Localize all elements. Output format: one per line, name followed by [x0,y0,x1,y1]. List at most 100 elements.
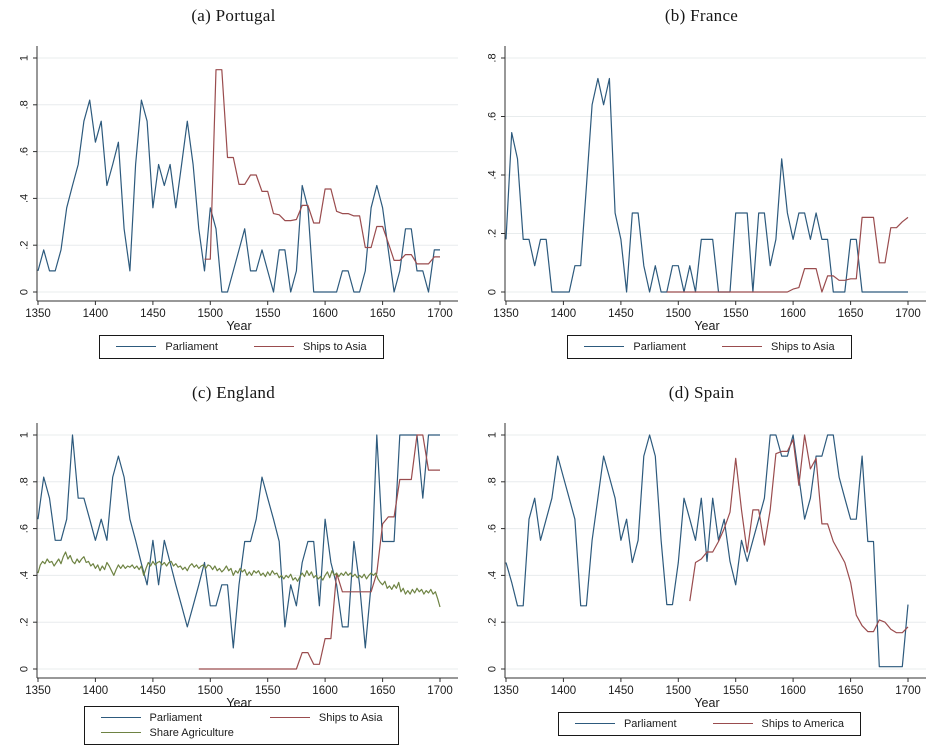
x-axis-title: Year [694,319,719,332]
chart-canvas-spain: 0 .2 .4 .6 .8 1 1350 1400 1450 1500 1550 1600 1650 17… [487,423,926,709]
y-tick-label: .2 [19,618,31,627]
series-parliament [505,77,908,293]
panel-england: (c) England 0 .2 .4 .6 .8 1 1350 1400 1450 1500 15… [0,377,467,753]
legend-england: Parliament Ships to Asia Share Agriculture [16,705,467,745]
y-tick-label: .8 [19,477,31,486]
y-tick-label: .4 [19,571,31,580]
x-tick-label: 1650 [370,685,396,697]
x-tick-label: 1350 [25,308,51,320]
y-tick-label: .2 [487,229,499,238]
x-tick-label: 1600 [312,685,338,697]
x-tick-label: 1650 [838,685,864,697]
legend-item-share-agriculture: Share Agriculture [100,727,234,739]
y-tick-label: .8 [487,477,499,486]
legend-line-swatch-parliament [116,346,157,347]
y-tick-label: 1 [19,55,31,61]
legend-box-portugal: Parliament Ships to Asia [99,334,384,359]
panel-portugal: (a) Portugal 0 .2 .4 .6 .8 1 1350 1400 1450 1500 1… [0,0,467,376]
x-tick-label: 1400 [83,685,109,697]
y-tick-label: .6 [487,524,499,533]
series-parliament [505,434,909,668]
legend-line-swatch-ships-to-asia [269,717,310,718]
legend-label-ships-to-america: Ships to America [761,717,845,730]
series-parliament [37,434,440,649]
series-parliament [37,99,440,293]
series-ships-to-asia [204,69,440,265]
legend-line-swatch-parliament [574,723,615,724]
x-tick-label: 1500 [666,308,692,320]
gridlines [505,57,926,293]
x-tick-label: 1400 [551,308,577,320]
x-tick-label: 1550 [255,685,281,697]
x-tick-label: 1450 [608,308,634,320]
gridlines [505,434,926,670]
x-tick-label: 1600 [780,308,806,320]
legend-line-swatch-ships-to-asia [253,346,294,347]
x-tick-label: 1550 [255,308,281,320]
legend-item-ships-to-america: Ships to America [712,717,845,730]
x-tick-label: 1350 [493,308,519,320]
legend-france: Parliament Ships to Asia [484,334,935,359]
panel-spain: (d) Spain 0 .2 .4 .6 .8 1 1350 1400 1450 1500 1550… [468,377,935,753]
legend-item-parliament: Parliament [574,717,677,730]
y-tick-label: .4 [487,170,499,179]
legend-item-ships-to-asia: Ships to Asia [253,341,367,353]
x-axis-title: Year [694,696,719,709]
y-tick-label: .4 [487,571,499,580]
legend-label-ships-to-asia: Ships to Asia [770,340,835,353]
legend-line-swatch-parliament [100,717,141,718]
y-tick-label: .8 [487,53,499,62]
legend-label-parliament: Parliament [623,717,677,730]
x-tick-label: 1700 [427,308,453,320]
y-tick-label: 0 [19,666,31,672]
series-share-agriculture [37,551,441,608]
legend-box-spain: Parliament Ships to America [557,711,862,736]
legend-label-parliament: Parliament [165,340,218,353]
legend-portugal: Parliament Ships to Asia [16,334,467,359]
panel-france: (b) France 0 .2 .4 .6 .8 1350 1400 1450 1500 1550… [468,0,935,376]
legend-item-ships-to-asia: Ships to Asia [269,712,382,724]
y-tick-label: .2 [19,241,31,250]
legend-item-parliament: Parliament [584,341,686,353]
x-tick-label: 1600 [780,685,806,697]
x-tick-label: 1700 [895,308,921,320]
gridlines [37,434,458,670]
x-tick-label: 1700 [427,685,453,697]
y-tick-label: 0 [487,289,499,295]
legend-label-parliament: Parliament [149,711,203,724]
legend-line-swatch-ships-to-america [712,723,753,724]
y-tick-label: .6 [19,524,31,533]
x-tick-label: 1350 [25,685,51,697]
y-tick-label: 1 [487,432,499,438]
legend-item-parliament: Parliament [100,711,234,724]
x-tick-label: 1400 [83,308,109,320]
legend-line-swatch-share-agriculture [100,732,141,733]
legend-item-parliament: Parliament [116,341,218,353]
x-tick-label: 1500 [198,685,224,697]
series-ships-to-america [689,434,909,634]
chart-canvas-england: 0 .2 .4 .6 .8 1 1350 1400 1450 1500 1550 1600 1650 17… [19,423,458,709]
x-tick-label: 1600 [312,308,338,320]
y-tick-label: 1 [19,432,31,438]
legend-label-parliament: Parliament [633,340,686,353]
chart-canvas-portugal: 0 .2 .4 .6 .8 1 1350 1400 1450 1500 1550 1600 1650 17… [19,46,458,332]
legend-line-swatch-ships-to-asia [721,346,762,347]
chart-canvas-france: 0 .2 .4 .6 .8 1350 1400 1450 1500 1550 1600 1650 170… [487,46,926,332]
x-tick-label: 1450 [608,685,634,697]
x-tick-label: 1350 [493,685,519,697]
y-tick-label: .6 [487,112,499,121]
series-ships-to-asia [666,216,909,293]
x-tick-label: 1400 [551,685,577,697]
gridlines [37,57,458,293]
legend-box-france: Parliament Ships to Asia [567,334,852,359]
y-tick-label: .2 [487,618,499,627]
panel-title-france: (b) France [664,6,739,25]
y-tick-label: 0 [487,666,499,672]
x-tick-label: 1550 [723,685,749,697]
legend-line-swatch-parliament [584,346,625,347]
legend-spain: Parliament Ships to America [484,711,935,736]
y-tick-label: .8 [19,100,31,109]
panel-title-england: (c) England [191,383,276,402]
x-tick-label: 1650 [370,308,396,320]
